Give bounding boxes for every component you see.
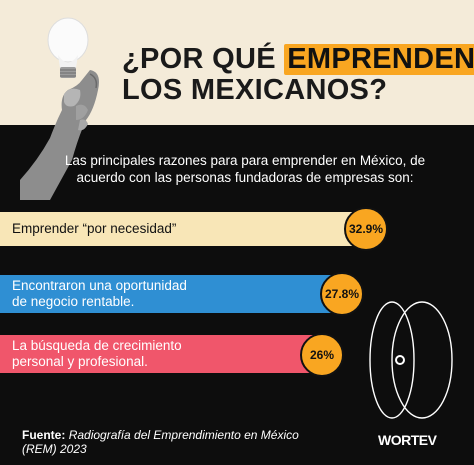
title-line-2: LOS MEXICANOS? [122,74,388,106]
reason-bar-1: Emprender “por necesidad” [0,212,365,246]
page-title: ¿POR QUÉ EMPRENDEN LOS MEXICANOS? [122,43,474,106]
reason-label-2: Encontraron una oportunidad de negocio re… [12,278,187,309]
title-highlight-text: EMPRENDEN [284,44,474,75]
light-bulb-icon [47,17,89,78]
orbit-graphic-icon [369,301,453,419]
percent-badge-3: 26% [300,333,344,377]
hand-icon [20,70,99,200]
title-plain-text: ¿POR QUÉ [122,43,285,75]
percent-badge-2: 27.8% [320,272,364,316]
percent-badge-1: 32.9% [344,207,388,251]
source-note: Fuente: Radiografía del Emprendimiento e… [22,428,299,456]
reason-label-3: La búsqueda de crecimiento personal y pro… [12,338,182,369]
intro-text: Las principales razones para para empren… [64,153,426,185]
reason-label-1: Emprender “por necesidad” [12,221,177,236]
reason-bar-3: La búsqueda de crecimiento personal y pro… [0,335,320,373]
hand-holding-bulb-illustration [20,17,99,200]
brand-logo: WORTEV [378,432,437,448]
reason-bar-2: Encontraron una oportunidad de negocio re… [0,275,340,313]
